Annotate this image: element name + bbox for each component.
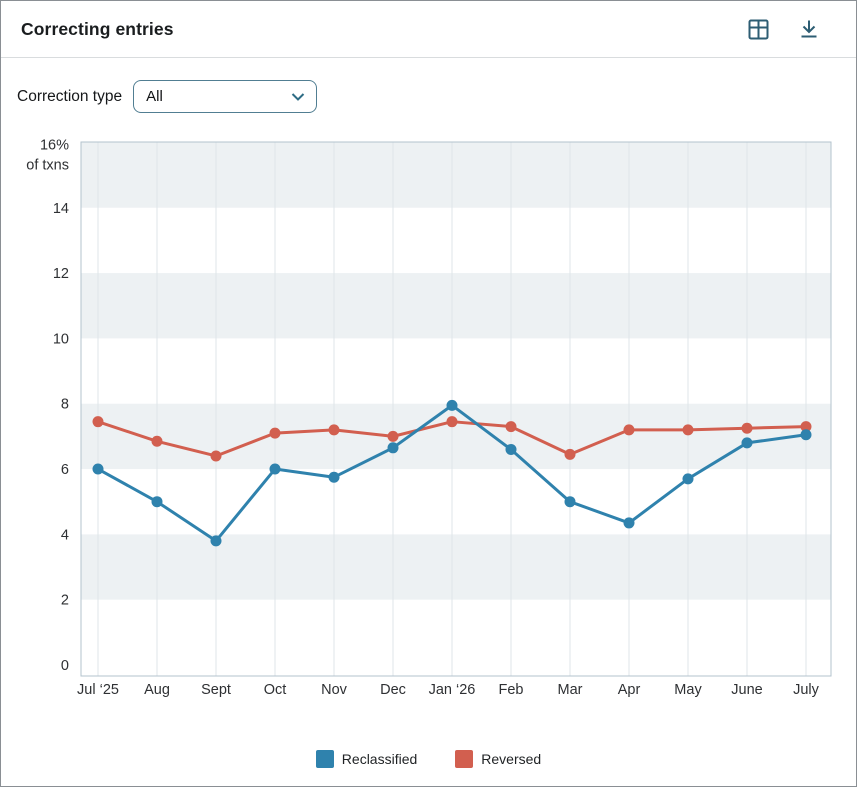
filter-row: Correction type All [1,58,856,113]
card-header: Correcting entries [1,1,856,58]
data-point-reclassified[interactable] [682,473,694,485]
line-chart: 0 2 4 6 8 10 12 14 16% of txns Jul ‘25 Aug Sept Oct No… [26,137,832,698]
correction-type-select[interactable]: All [133,80,318,113]
header-icon-group [747,18,836,40]
y-tick-label: 12 [53,266,69,282]
data-point-reclassified[interactable] [210,535,222,547]
correction-type-value: All [146,88,163,105]
data-point-reversed[interactable] [505,421,517,433]
y-tick-label: 6 [61,462,69,478]
y-tick-label: 14 [53,201,69,217]
data-point-reversed[interactable] [446,416,458,428]
data-point-reversed[interactable] [741,422,753,434]
data-point-reclassified[interactable] [741,437,753,449]
x-tick-label: Sept [201,682,231,698]
x-tick-label: Oct [264,682,287,698]
grid-band [81,142,831,208]
x-tick-label: Mar [558,682,583,698]
data-point-reclassified[interactable] [564,496,576,508]
x-tick-label: Aug [144,682,170,698]
grid-band [81,534,831,600]
y-tick-label: 0 [61,658,69,674]
legend-item-reversed[interactable]: Reversed [455,750,541,768]
y-tick-label: 2 [61,593,69,609]
data-point-reclassified[interactable] [623,517,635,529]
data-point-reversed[interactable] [269,427,281,439]
x-tick-label: July [793,682,820,698]
legend-label: Reversed [481,751,542,767]
y-tick-label: 4 [61,527,69,543]
x-tick-label: Apr [618,682,641,698]
legend-swatch-icon [455,750,474,768]
x-tick-label: June [731,682,762,698]
x-tick-label: Jan ‘26 [429,682,476,698]
plot-area-border [80,141,832,677]
correction-type-label: Correction type [17,87,123,105]
data-point-reversed[interactable] [800,421,812,433]
data-point-reversed[interactable] [387,430,399,442]
data-point-reversed[interactable] [151,435,163,447]
x-tick-label: Jul ‘25 [77,682,119,698]
chevron-down-icon [291,92,305,101]
grid-band [81,403,831,470]
download-icon [799,19,819,40]
x-tick-label: Feb [499,682,524,698]
data-point-reversed[interactable] [210,450,222,462]
x-tick-label: Nov [321,682,348,698]
y-tick-label: 16% [40,137,69,153]
y-tick-label: 8 [61,397,69,413]
legend-swatch-icon [315,750,334,768]
data-point-reversed[interactable] [92,416,104,428]
data-point-reclassified[interactable] [328,471,340,483]
download-button[interactable] [798,18,820,40]
table-view-button[interactable] [747,18,769,40]
y-axis-unit-label: of txns [26,157,69,173]
data-point-reversed[interactable] [623,424,635,436]
data-point-reclassified[interactable] [387,442,399,454]
grid-band [81,273,831,339]
y-tick-label: 10 [53,331,69,347]
data-point-reclassified[interactable] [151,496,163,508]
data-point-reclassified[interactable] [446,399,458,411]
data-point-reclassified[interactable] [800,429,812,441]
table-view-icon [748,19,769,40]
page-title: Correcting entries [21,18,174,39]
data-point-reversed[interactable] [328,424,340,436]
x-tick-label: Dec [380,682,406,698]
data-point-reclassified[interactable] [92,463,104,475]
data-point-reclassified[interactable] [269,463,281,475]
x-tick-label: May [674,682,702,698]
legend-label: Reclassified [341,751,418,767]
legend-item-reclassified[interactable]: Reclassified [315,750,418,768]
data-point-reclassified[interactable] [505,443,517,455]
data-point-reversed[interactable] [564,448,576,460]
data-point-reversed[interactable] [682,424,694,436]
legend: Reclassified Reversed [1,750,856,768]
